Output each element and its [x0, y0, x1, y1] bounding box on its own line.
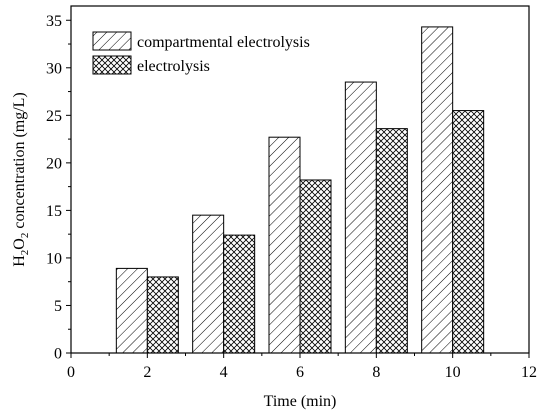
bar-electrolysis-8: [375, 128, 408, 354]
x-tick-label: 4: [220, 364, 228, 381]
x-tick-label: 2: [143, 364, 151, 381]
bar-compartmental-6: [268, 136, 301, 354]
bar-compartmental-8: [344, 81, 377, 354]
bar-electrolysis-10: [452, 110, 485, 354]
y-label-o: O: [11, 238, 28, 250]
y-tick-label: 5: [54, 298, 62, 315]
y-tick-label: 25: [46, 108, 62, 125]
y-label-sub1: 2: [19, 250, 31, 256]
bar-compartmental-4: [192, 214, 225, 354]
x-tick-label: 10: [445, 364, 461, 381]
bar-compartmental-2: [115, 267, 148, 354]
y-label-h: H: [11, 255, 28, 267]
y-label-sub2: 2: [19, 233, 31, 239]
x-tick-label: 0: [67, 364, 75, 381]
y-axis-label: H2O2 concentration (mg/L): [11, 92, 31, 267]
bar-electrolysis-2: [146, 276, 179, 354]
x-tick-label: 6: [296, 364, 304, 381]
legend-swatch-compartmental: [92, 31, 132, 51]
y-tick-label: 0: [54, 346, 62, 363]
x-axis-label: Time (min): [264, 393, 337, 410]
y-tick-label: 30: [46, 60, 62, 77]
bar-compartmental-10: [421, 26, 454, 354]
legend-label-compartmental: compartmental electrolysis: [137, 34, 310, 51]
legend: compartmental electrolysis electrolysis: [92, 31, 310, 75]
bar-electrolysis-6: [299, 179, 332, 354]
x-axis-ticks: 0 2 4 6 8 10 12: [67, 353, 537, 381]
y-axis-ticks: 0 5 10 15 20 25 30 35: [46, 13, 71, 363]
y-tick-label: 10: [46, 250, 62, 267]
legend-swatch-electrolysis: [92, 55, 132, 75]
y-label-suffix: concentration (mg/L): [11, 92, 28, 232]
x-tick-label: 12: [521, 364, 537, 381]
legend-label-electrolysis: electrolysis: [137, 58, 210, 75]
bars-layer: [115, 26, 485, 354]
y-tick-label: 20: [46, 155, 62, 172]
y-tick-label: 35: [46, 13, 62, 30]
bar-electrolysis-4: [223, 234, 256, 354]
x-tick-label: 8: [372, 364, 380, 381]
y-tick-label: 15: [46, 203, 62, 220]
